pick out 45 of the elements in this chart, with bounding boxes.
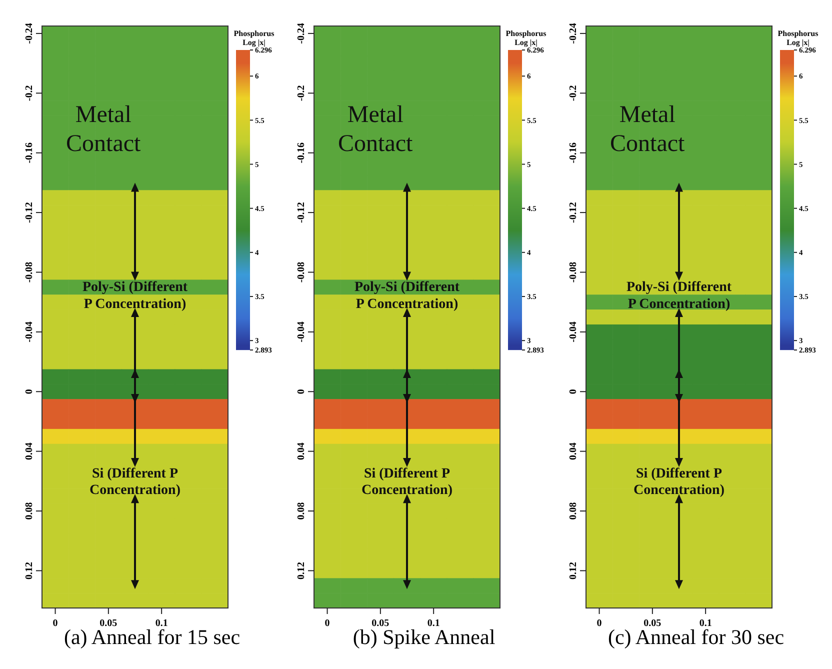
y-tick-label: -0.12 [24,202,35,223]
y-tick-label: 0.12 [24,562,35,580]
y-tick-label: -0.2 [24,85,35,102]
y-tick-label: -0.08 [24,262,35,283]
y-tick-label: 0.08 [568,502,579,520]
y-tick-label: 0.12 [296,562,307,580]
y-tick-label: -0.04 [568,322,579,342]
y-tick-label: 0 [568,389,579,394]
y-tick-label: -0.12 [296,202,307,223]
annotation: Poly-Si (Different P Concentration) [82,280,188,312]
y-tick-label: -0.24 [568,23,579,44]
y-tick-label: 0.08 [296,502,307,520]
y-tick-label: 0.04 [296,442,307,460]
y-tick-label: 0.08 [24,502,35,520]
x-tick-label: 0 [52,618,58,629]
annotation: Poly-Si (Different P Concentration) [354,280,460,312]
annotation: Si (Different P Concentration) [634,466,725,498]
y-tick-label: -0.2 [296,85,307,102]
y-tick-label: -0.16 [568,142,579,164]
y-tick-label: -0.08 [296,262,307,283]
annotation: Metal Contact [610,102,686,157]
x-tick-label: 0 [596,618,602,629]
color-bar-title: Phosphorus Log |x| [234,29,274,47]
y-tick-label: -0.24 [296,23,307,44]
color-bar-title: Phosphorus Log |x| [506,29,546,47]
y-tick-label: -0.04 [296,322,307,342]
y-tick-label: -0.16 [296,142,307,164]
annotation: Poly-Si (Different P Concentration) [626,280,732,312]
color-bar-title: Phosphorus Log |x| [778,29,818,47]
y-tick-label: -0.24 [24,23,35,44]
y-tick-label: 0.04 [568,442,579,460]
annotation: Metal Contact [338,102,414,157]
x-tick-label: 0 [324,618,330,629]
y-tick-label: -0.12 [568,202,579,223]
y-tick-label: -0.2 [568,85,579,102]
y-tick-label: -0.04 [24,322,35,342]
annotation: Metal Contact [66,102,142,157]
y-tick-label: 0 [24,389,35,394]
y-tick-label: -0.16 [24,142,35,164]
y-tick-label: -0.08 [568,262,579,283]
y-tick-label: 0.04 [24,442,35,460]
y-tick-label: 0 [296,389,307,394]
annotation: Si (Different P Concentration) [362,466,453,498]
annotation: Si (Different P Concentration) [90,466,181,498]
y-tick-label: 0.12 [568,562,579,580]
